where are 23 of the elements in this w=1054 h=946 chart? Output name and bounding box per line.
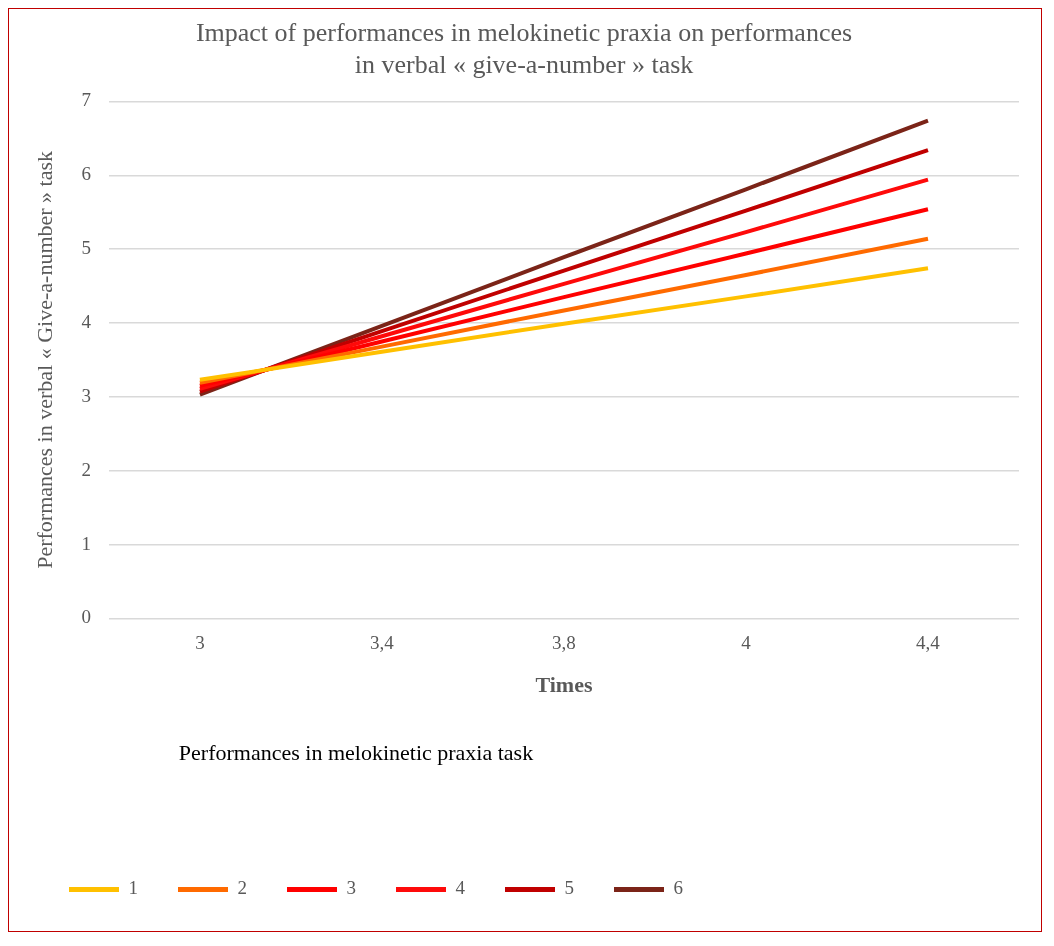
- chart-title: Impact of performances in melokinetic praxia on performances in verbal « give-a-number » task: [195, 18, 853, 79]
- legend-label: 3: [346, 877, 356, 899]
- y-tick-label: 7: [81, 89, 91, 111]
- legend-label: 6: [673, 877, 683, 899]
- y-axis-title: Performances in verbal « Give-a-number » task: [31, 150, 57, 569]
- y-tick-label: 5: [81, 237, 91, 259]
- y-tick-label: 2: [81, 458, 91, 480]
- legend-label: 2: [237, 877, 247, 899]
- x-tick-label: 3,8: [552, 631, 576, 653]
- x-tick-label: 3,4: [370, 631, 395, 653]
- x-tick-label: 4: [741, 631, 752, 653]
- legend-title: Performances in melokinetic praxia task: [178, 740, 534, 766]
- legend-label: 5: [564, 877, 574, 899]
- y-tick-label: 0: [81, 606, 91, 628]
- y-tick-label: 1: [81, 532, 91, 554]
- y-tick-label: 4: [81, 310, 92, 332]
- y-tick-label: 3: [81, 384, 91, 406]
- x-tick-label: 3: [195, 631, 205, 653]
- x-tick-label: 4,4: [916, 631, 941, 653]
- y-tick-label: 6: [81, 163, 91, 185]
- legend-label: 1: [128, 877, 138, 899]
- x-axis-title: Times: [535, 672, 593, 698]
- legend-label: 4: [455, 877, 466, 899]
